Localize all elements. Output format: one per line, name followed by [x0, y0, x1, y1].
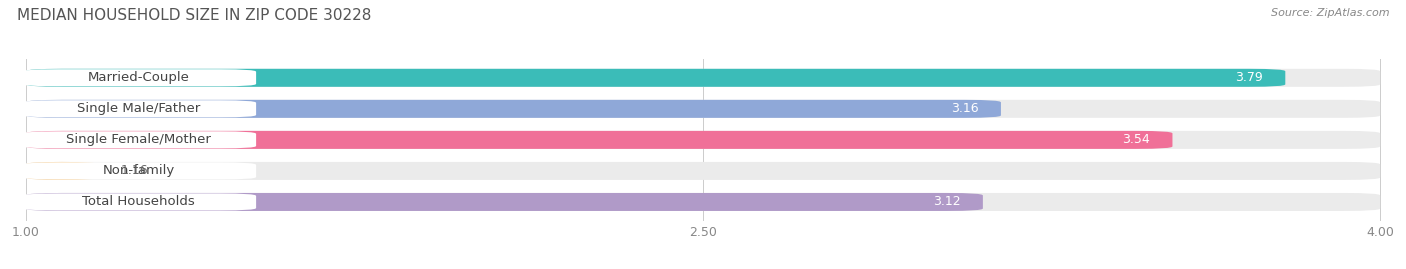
FancyBboxPatch shape [25, 69, 1381, 87]
Text: 3.79: 3.79 [1234, 71, 1263, 84]
FancyBboxPatch shape [25, 162, 98, 180]
FancyBboxPatch shape [21, 162, 256, 179]
Text: 3.16: 3.16 [950, 102, 979, 115]
Text: Non-family: Non-family [103, 164, 174, 178]
Text: 1.16: 1.16 [121, 164, 148, 178]
FancyBboxPatch shape [25, 131, 1173, 149]
Text: Single Male/Father: Single Male/Father [77, 102, 201, 115]
FancyBboxPatch shape [21, 131, 256, 148]
FancyBboxPatch shape [25, 193, 1381, 211]
Text: Source: ZipAtlas.com: Source: ZipAtlas.com [1271, 8, 1389, 18]
Text: Married-Couple: Married-Couple [87, 71, 190, 84]
FancyBboxPatch shape [25, 69, 1285, 87]
FancyBboxPatch shape [21, 193, 256, 211]
Text: Total Households: Total Households [83, 196, 195, 208]
Text: MEDIAN HOUSEHOLD SIZE IN ZIP CODE 30228: MEDIAN HOUSEHOLD SIZE IN ZIP CODE 30228 [17, 8, 371, 23]
FancyBboxPatch shape [21, 69, 256, 86]
Text: 3.54: 3.54 [1122, 133, 1150, 146]
FancyBboxPatch shape [25, 100, 1381, 118]
FancyBboxPatch shape [25, 162, 1381, 180]
FancyBboxPatch shape [25, 100, 1001, 118]
Text: Single Female/Mother: Single Female/Mother [66, 133, 211, 146]
FancyBboxPatch shape [25, 131, 1381, 149]
FancyBboxPatch shape [25, 193, 983, 211]
Text: 3.12: 3.12 [932, 196, 960, 208]
FancyBboxPatch shape [21, 100, 256, 117]
